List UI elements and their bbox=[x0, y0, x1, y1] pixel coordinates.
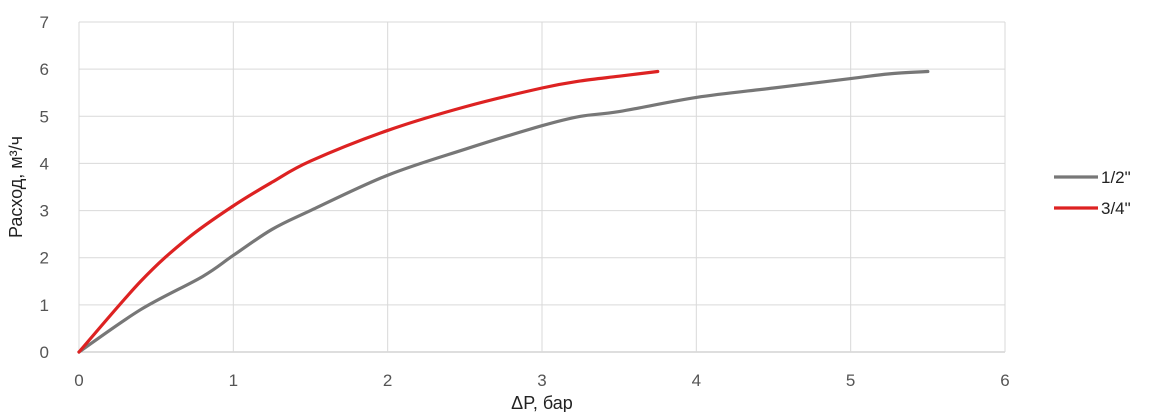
y-tick-label: 1 bbox=[40, 296, 49, 315]
y-tick-label: 4 bbox=[40, 154, 49, 173]
legend-label: 3/4" bbox=[1101, 199, 1131, 218]
y-tick-label: 0 bbox=[40, 343, 49, 362]
legend-label: 1/2" bbox=[1101, 168, 1131, 187]
y-tick-label: 3 bbox=[40, 202, 49, 221]
y-tick-label: 7 bbox=[40, 13, 49, 32]
y-tick-label: 6 bbox=[40, 60, 49, 79]
x-tick-label: 2 bbox=[383, 371, 392, 390]
x-tick-label: 1 bbox=[229, 371, 238, 390]
y-tick-label: 5 bbox=[40, 107, 49, 126]
y-tick-label: 2 bbox=[40, 249, 49, 268]
axes: 0 1 2 3 4 5 6 7 0 1 2 3 4 5 6 bbox=[40, 13, 1010, 390]
x-tick-label: 4 bbox=[692, 371, 701, 390]
x-tick-label: 3 bbox=[537, 371, 546, 390]
series-lines bbox=[77, 69, 930, 354]
series-line-1 bbox=[77, 69, 930, 354]
x-tick-label: 6 bbox=[1000, 371, 1009, 390]
grid bbox=[78, 21, 1006, 353]
x-tick-label: 5 bbox=[846, 371, 855, 390]
y-axis-title: Расход, м³/ч bbox=[6, 136, 26, 238]
x-tick-label: 0 bbox=[74, 371, 83, 390]
legend: 1/2" 3/4" bbox=[1054, 168, 1131, 218]
series-line-2 bbox=[77, 69, 660, 354]
x-axis-title: ΔP, бар bbox=[511, 393, 573, 412]
